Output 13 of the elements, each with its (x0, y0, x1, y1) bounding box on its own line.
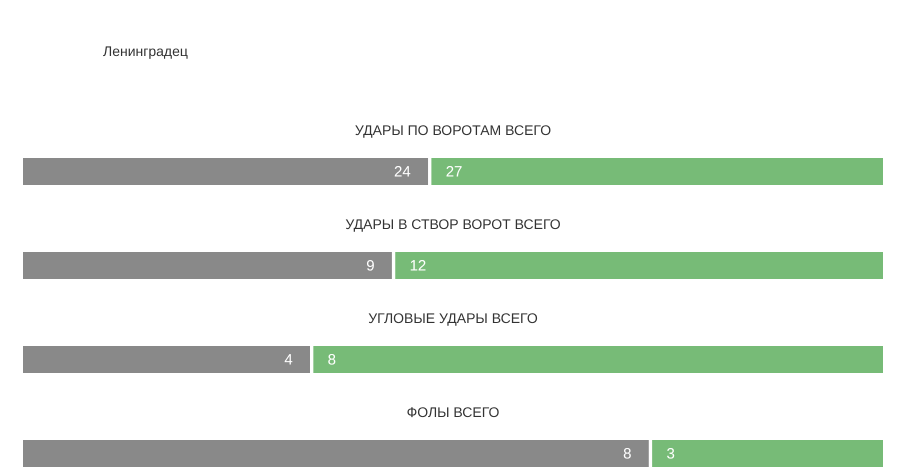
y-tick-label: УДАРЫ ПО ВОРОТАМ ВСЕГО (354, 122, 552, 138)
text: Ленинградец (103, 43, 188, 60)
y-tick-label: УГЛОВЫЕ УДАРЫ ВСЕГО (368, 310, 538, 326)
data-label: 12 (410, 258, 426, 275)
data-label: 8 (328, 352, 336, 369)
data-label: 4 (284, 352, 293, 369)
y-tick-label: УДАРЫ В СТВОР ВОРОТ ВСЕГО (345, 216, 561, 232)
data-label: 24 (394, 164, 411, 181)
y-tick-label: ФОЛЫ ВСЕГО (406, 404, 500, 420)
data-label: 3 (666, 446, 675, 463)
data-label: 9 (366, 258, 375, 275)
data-label: 27 (446, 164, 462, 181)
data-label: 8 (623, 446, 632, 463)
